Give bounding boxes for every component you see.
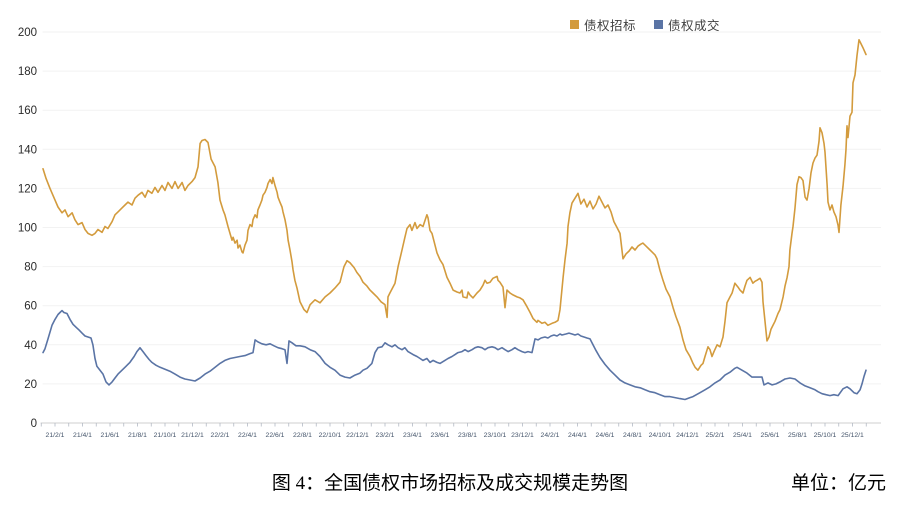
y-tick-label: 180	[18, 66, 37, 78]
x-tick-label: 25/2/1	[706, 432, 725, 439]
x-tick-label: 24/10/1	[649, 432, 672, 439]
x-tick-label: 21/6/1	[101, 432, 120, 439]
x-tick-label: 22/4/1	[238, 432, 257, 439]
x-tick-label: 23/8/1	[458, 432, 477, 439]
x-tick-label: 22/2/1	[211, 432, 230, 439]
y-tick-label: 120	[18, 183, 37, 195]
trend-line-chart: 21/2/1 21/4/1 21/6/1 21/8/1 21/10/1 21/12/1 22…	[18, 27, 881, 439]
series-line-0	[42, 38, 867, 372]
x-tick-label: 25/4/1	[733, 432, 752, 439]
y-tick-label: 80	[24, 262, 37, 274]
series-line-1	[42, 309, 867, 401]
legend-item-deals: 债权成交	[654, 15, 720, 34]
y-tick-label: 40	[24, 340, 37, 352]
y-tick-label: 100	[18, 223, 37, 235]
x-tick-label: 21/4/1	[73, 432, 92, 439]
x-tick-label: 23/2/1	[376, 432, 395, 439]
y-tick-label: 160	[18, 105, 37, 117]
x-tick-label: 24/8/1	[623, 432, 642, 439]
y-tick-label: 0	[31, 418, 37, 430]
chart-canvas: 21/2/1 21/4/1 21/6/1 21/8/1 21/10/1 21/12/1 22…	[18, 27, 881, 439]
y-tick-label: 140	[18, 144, 37, 156]
x-tick-label: 22/8/1	[293, 432, 312, 439]
x-tick-label: 24/4/1	[568, 432, 587, 439]
chart-legend: 债权招标 债权成交	[570, 15, 720, 34]
x-tick-label: 23/12/1	[511, 432, 534, 439]
y-tick-label: 200	[18, 27, 37, 39]
legend-label-deals: 债权成交	[668, 19, 721, 33]
x-tick-label: 21/10/1	[154, 432, 177, 439]
caption-row: 图 4：全国债权市场招标及成交规模走势图 单位：亿元	[0, 468, 900, 500]
x-tick-label: 25/12/1	[841, 432, 864, 439]
x-tick-label: 23/10/1	[484, 432, 507, 439]
x-tick-label: 25/8/1	[788, 432, 807, 439]
x-tick-label: 21/2/1	[46, 432, 65, 439]
x-tick-label: 22/12/1	[346, 432, 369, 439]
x-tick-label: 21/8/1	[128, 432, 147, 439]
x-tick-label: 23/4/1	[403, 432, 422, 439]
legend-swatch-deals-icon	[654, 20, 664, 29]
y-tick-label: 20	[24, 379, 37, 391]
x-tick-label: 24/12/1	[676, 432, 699, 439]
figure-caption: 图 4：全国债权市场招标及成交规模走势图	[271, 473, 629, 494]
unit-label: 单位：亿元	[790, 473, 886, 494]
x-tick-label: 23/6/1	[431, 432, 450, 439]
legend-item-bidding: 债权招标	[570, 15, 636, 34]
x-tick-label: 25/10/1	[814, 432, 837, 439]
x-tick-label: 25/6/1	[761, 432, 780, 439]
legend-swatch-bidding-icon	[570, 20, 579, 29]
x-tick-label: 21/12/1	[181, 432, 204, 439]
legend-label-bidding: 债权招标	[584, 19, 637, 33]
x-tick-label: 24/2/1	[541, 432, 560, 439]
x-tick-label: 22/6/1	[266, 432, 285, 439]
y-tick-label: 60	[24, 301, 37, 313]
x-tick-label: 24/6/1	[596, 432, 615, 439]
x-tick-label: 22/10/1	[319, 432, 342, 439]
